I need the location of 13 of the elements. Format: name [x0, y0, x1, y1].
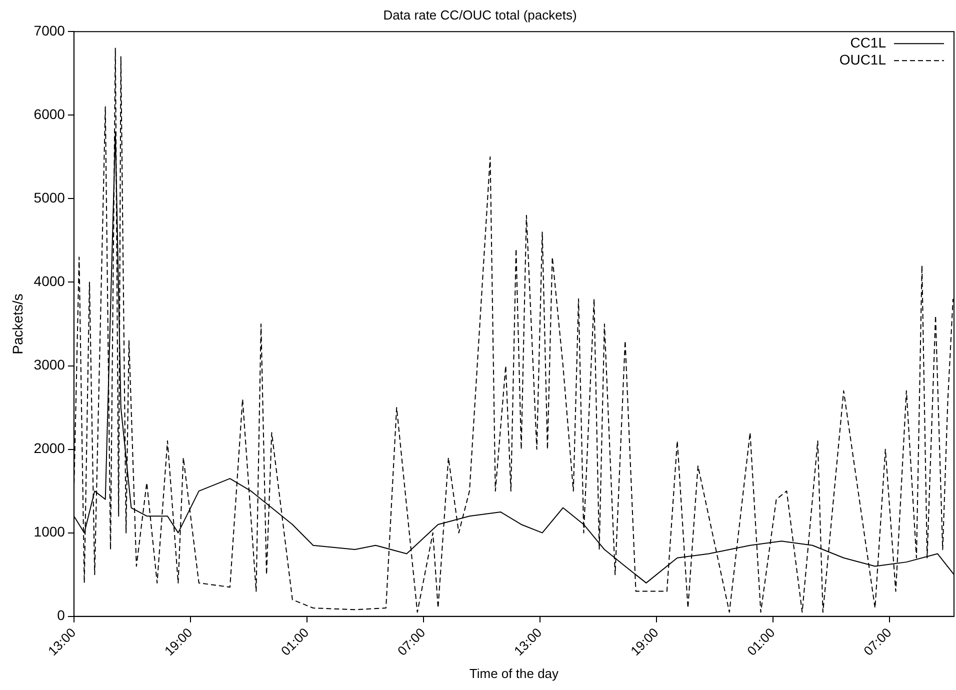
x-axis-title: Time of the day: [469, 666, 560, 681]
y-tick-label: 5000: [34, 190, 66, 206]
y-tick-label: 3000: [34, 356, 66, 373]
legend-label: OUC1L: [839, 51, 886, 68]
y-tick-label: 0: [57, 607, 66, 624]
y-tick-label: 1000: [34, 524, 66, 540]
y-tick-label: 2000: [34, 440, 66, 456]
y-tick-label: 4000: [34, 273, 66, 290]
y-tick-label: 7000: [34, 22, 66, 38]
y-axis-title: Packets/s: [9, 294, 26, 354]
chart-title: Data rate CC/OUC total (packets): [383, 7, 577, 22]
legend-label: CC1L: [850, 34, 886, 50]
y-tick-label: 6000: [34, 106, 66, 122]
